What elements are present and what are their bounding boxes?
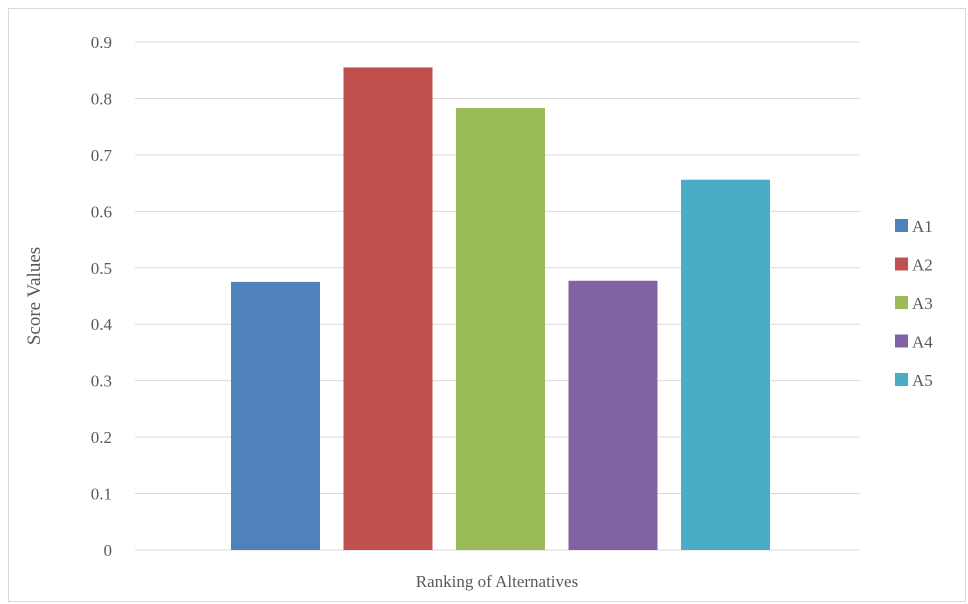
- y-tick-label: 0.9: [91, 33, 112, 52]
- legend-swatch: [895, 373, 908, 386]
- legend-swatch: [895, 257, 908, 271]
- bar-a4: [568, 280, 658, 550]
- bar-a1: [231, 281, 320, 550]
- legend: A1 A2 A3 A4 A5: [895, 217, 933, 390]
- bar-a5: [681, 179, 770, 551]
- y-tick-labels: 0 0.1 0.2 0.3 0.4 0.5 0.6 0.7 0.8 0.9: [91, 33, 113, 560]
- legend-label: A4: [912, 333, 933, 352]
- y-tick-label: 0.6: [91, 202, 112, 221]
- y-tick-label: 0.2: [91, 428, 112, 447]
- legend-swatch: [895, 219, 908, 232]
- legend-label: A1: [912, 217, 933, 236]
- y-tick-label: 0.5: [91, 259, 112, 278]
- y-tick-label: 0.3: [91, 372, 112, 391]
- legend-label: A5: [912, 371, 933, 390]
- y-axis-label: Score Values: [24, 247, 45, 345]
- y-tick-label: 0.8: [91, 89, 112, 108]
- y-tick-label: 0: [104, 541, 113, 560]
- legend-swatch: [895, 334, 908, 348]
- y-tick-label: 0.1: [91, 485, 112, 504]
- x-axis-label: Ranking of Alternatives: [416, 572, 578, 591]
- bar-a2: [343, 67, 433, 551]
- legend-swatch: [895, 296, 908, 309]
- legend-label: A3: [912, 294, 933, 313]
- bar-a3: [456, 108, 545, 550]
- legend-label: A2: [912, 256, 933, 275]
- y-tick-label: 0.4: [91, 315, 113, 334]
- y-tick-label: 0.7: [91, 146, 113, 165]
- bars: [231, 67, 770, 551]
